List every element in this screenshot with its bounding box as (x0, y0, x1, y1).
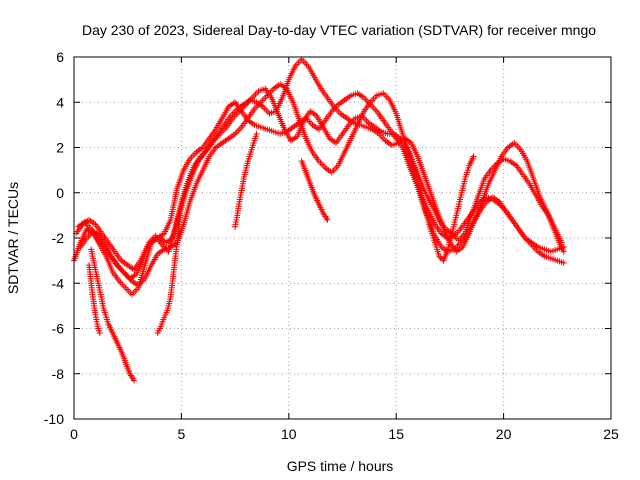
y-tick-label: -8 (52, 366, 65, 382)
y-tick-label: 0 (56, 185, 64, 201)
data-point (253, 130, 260, 137)
series-track-5 (88, 246, 138, 384)
axis-ticks: 0 5 10 15 20 25 -10 -8 -6 -4 -2 0 2 4 6 (44, 49, 619, 442)
x-tick-label: 10 (281, 426, 297, 442)
y-tick-label: 4 (56, 94, 64, 110)
series-layer (71, 56, 567, 384)
x-tick-label: 20 (496, 426, 512, 442)
series-track-10 (406, 149, 477, 264)
x-tick-label: 15 (388, 426, 404, 442)
x-axis-label: GPS time / hours (287, 458, 394, 474)
data-point (560, 244, 567, 251)
series-track-3 (73, 56, 567, 273)
y-tick-label: -4 (52, 275, 65, 291)
x-tick-label: 5 (178, 426, 186, 442)
series-track-6 (86, 262, 103, 337)
data-point (177, 212, 184, 219)
y-tick-label: -6 (52, 321, 65, 337)
y-tick-label: -10 (44, 411, 64, 427)
series-track-9 (298, 158, 331, 223)
series-track-7 (154, 212, 184, 337)
data-point (96, 330, 103, 337)
x-tick-label: 25 (603, 426, 619, 442)
data-point (131, 377, 138, 384)
data-point (470, 153, 477, 160)
chart-title: Day 230 of 2023, Sidereal Day-to-day VTE… (82, 22, 596, 38)
y-tick-label: -2 (52, 230, 65, 246)
x-tick-label: 0 (70, 426, 78, 442)
y-tick-label: 6 (56, 49, 64, 65)
y-axis-label: SDTVAR / TECUs (5, 182, 21, 294)
data-point (560, 259, 567, 266)
y-tick-label: 2 (56, 140, 64, 156)
series-track-8 (232, 130, 260, 230)
data-point (324, 216, 331, 223)
